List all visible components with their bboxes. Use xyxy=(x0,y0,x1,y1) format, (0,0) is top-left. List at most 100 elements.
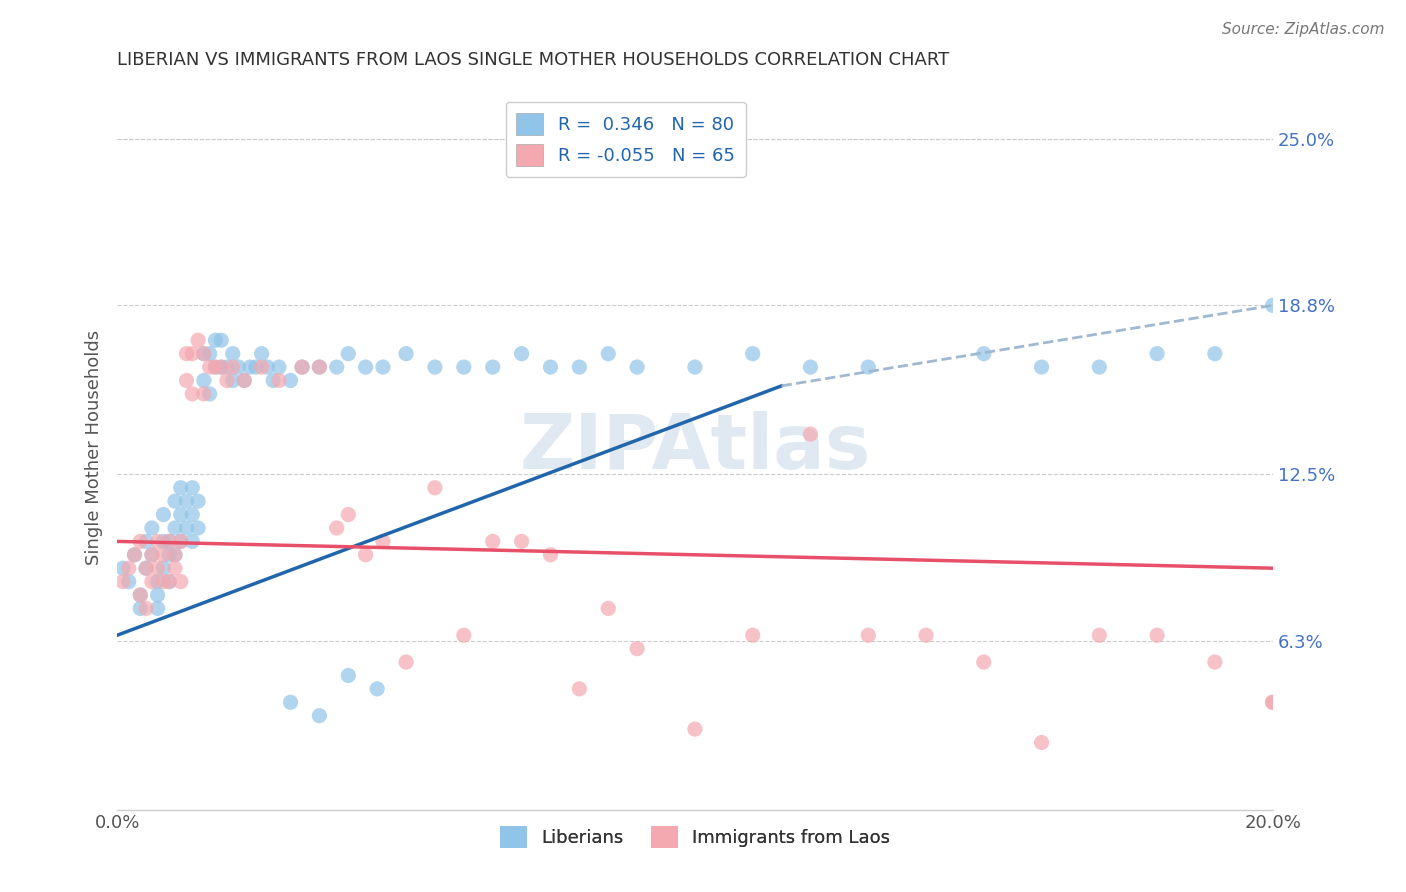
Point xyxy=(1088,628,1111,642)
Point xyxy=(799,360,821,375)
Point xyxy=(337,508,360,522)
Point xyxy=(325,360,347,375)
Point xyxy=(371,534,394,549)
Point xyxy=(129,601,152,615)
Point xyxy=(176,374,198,388)
Point xyxy=(1261,695,1284,709)
Point xyxy=(337,668,360,682)
Point xyxy=(510,534,533,549)
Point xyxy=(267,360,290,375)
Point xyxy=(973,655,995,669)
Point xyxy=(308,360,330,375)
Point xyxy=(1376,628,1399,642)
Point xyxy=(222,346,245,360)
Point xyxy=(215,360,238,375)
Point xyxy=(239,360,262,375)
Point xyxy=(858,360,880,375)
Point xyxy=(135,561,157,575)
Point xyxy=(1319,628,1341,642)
Point xyxy=(187,494,209,508)
Point xyxy=(568,681,591,696)
Point xyxy=(193,387,215,401)
Point xyxy=(111,561,134,575)
Point xyxy=(799,427,821,442)
Point xyxy=(146,588,169,602)
Point xyxy=(141,548,163,562)
Point xyxy=(181,387,204,401)
Point xyxy=(233,374,256,388)
Point xyxy=(245,360,267,375)
Point xyxy=(163,548,186,562)
Point xyxy=(198,346,221,360)
Text: ZIPAtlas: ZIPAtlas xyxy=(519,410,870,484)
Point xyxy=(163,548,186,562)
Point xyxy=(176,521,198,535)
Point xyxy=(267,374,290,388)
Point xyxy=(280,695,302,709)
Y-axis label: Single Mother Households: Single Mother Households xyxy=(86,330,103,566)
Point xyxy=(308,360,330,375)
Point xyxy=(170,508,193,522)
Point xyxy=(858,628,880,642)
Point xyxy=(124,548,146,562)
Point xyxy=(215,374,238,388)
Point xyxy=(181,534,204,549)
Point xyxy=(176,494,198,508)
Point xyxy=(1146,346,1168,360)
Point xyxy=(598,346,620,360)
Point xyxy=(118,561,141,575)
Point xyxy=(129,588,152,602)
Point xyxy=(170,481,193,495)
Point xyxy=(598,601,620,615)
Point xyxy=(187,333,209,347)
Point xyxy=(170,534,193,549)
Point xyxy=(135,534,157,549)
Point xyxy=(146,574,169,589)
Point xyxy=(371,360,394,375)
Text: Source: ZipAtlas.com: Source: ZipAtlas.com xyxy=(1222,22,1385,37)
Point xyxy=(170,574,193,589)
Point xyxy=(157,534,180,549)
Point xyxy=(135,601,157,615)
Point xyxy=(973,346,995,360)
Text: LIBERIAN VS IMMIGRANTS FROM LAOS SINGLE MOTHER HOUSEHOLDS CORRELATION CHART: LIBERIAN VS IMMIGRANTS FROM LAOS SINGLE … xyxy=(117,51,949,69)
Point xyxy=(141,521,163,535)
Point xyxy=(423,360,446,375)
Point xyxy=(337,346,360,360)
Point xyxy=(129,588,152,602)
Point xyxy=(481,534,503,549)
Point xyxy=(308,708,330,723)
Point xyxy=(1031,735,1053,749)
Point xyxy=(366,681,388,696)
Point xyxy=(1204,655,1226,669)
Point xyxy=(250,346,273,360)
Point xyxy=(1146,628,1168,642)
Point xyxy=(181,508,204,522)
Point xyxy=(204,360,226,375)
Point xyxy=(741,628,763,642)
Point xyxy=(163,521,186,535)
Point xyxy=(1204,346,1226,360)
Point xyxy=(198,387,221,401)
Point xyxy=(209,360,232,375)
Point xyxy=(163,494,186,508)
Point xyxy=(204,333,226,347)
Point xyxy=(250,360,273,375)
Point xyxy=(209,360,232,375)
Point xyxy=(198,360,221,375)
Point xyxy=(146,601,169,615)
Point xyxy=(146,561,169,575)
Point xyxy=(683,722,706,736)
Point xyxy=(111,574,134,589)
Point xyxy=(354,548,377,562)
Point xyxy=(152,508,174,522)
Legend: Liberians, Immigrants from Laos: Liberians, Immigrants from Laos xyxy=(492,818,897,855)
Point xyxy=(193,346,215,360)
Point xyxy=(280,374,302,388)
Point xyxy=(157,534,180,549)
Point xyxy=(915,628,938,642)
Point xyxy=(157,548,180,562)
Point xyxy=(395,346,418,360)
Point xyxy=(1088,360,1111,375)
Point xyxy=(510,346,533,360)
